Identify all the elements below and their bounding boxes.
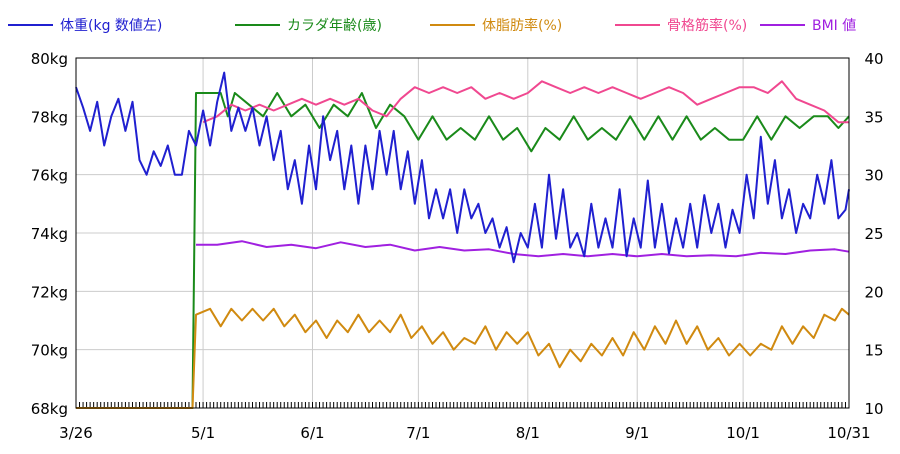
legend-label-weight: 体重(kg 数値左)	[60, 18, 162, 34]
series-line-muscle	[202, 80, 849, 124]
x-tick-label: 6/1	[300, 424, 324, 442]
legend-label-muscle: 骨格筋率(%)	[667, 17, 747, 34]
x-tick-label: 8/1	[516, 424, 540, 442]
legend-label-bmi: BMI 値	[812, 18, 856, 34]
plot-area	[75, 71, 850, 409]
legend-label-body-age: カラダ年齢(歳)	[287, 18, 382, 34]
y-right-tick-label: 30	[864, 167, 883, 185]
y-left-tick-label: 76kg	[31, 167, 68, 185]
y-right-tick-label: 20	[864, 283, 883, 301]
y-left-tick-label: 70kg	[31, 342, 68, 360]
x-tick-label: 9/1	[625, 424, 649, 442]
plot-frame	[75, 57, 850, 409]
x-axis: 3/26 5/1 6/1 7/1 8/1 9/1 10/1 10/31	[59, 402, 871, 442]
legend: 体重(kg 数値左) カラダ年齢(歳) 体脂肪率(%) 骨格筋率(%) BMI 値	[8, 17, 856, 34]
series-line-bmi	[196, 240, 850, 258]
x-tick-label: 10/31	[827, 424, 870, 442]
grid	[76, 58, 849, 408]
series-line-weight	[75, 71, 850, 264]
y-left-tick-label: 80kg	[31, 50, 68, 68]
y-right-tick-label: 25	[864, 225, 883, 243]
y-left-tick-label: 72kg	[31, 283, 68, 301]
y-right-axis: 10 15 20 25 30 35 40	[864, 50, 883, 418]
y-right-tick-label: 35	[864, 108, 883, 126]
x-tick-label: 7/1	[406, 424, 430, 442]
x-tick-label: 10/1	[726, 424, 760, 442]
y-left-axis: 68kg 70kg 72kg 74kg 76kg 78kg 80kg	[31, 50, 68, 418]
series-line-body-age	[76, 92, 850, 409]
series-line-body-fat	[76, 307, 850, 409]
y-right-tick-label: 10	[864, 400, 883, 418]
y-left-tick-label: 74kg	[31, 225, 68, 243]
y-left-tick-label: 68kg	[31, 400, 68, 418]
y-right-tick-label: 15	[864, 342, 883, 360]
y-right-tick-label: 40	[864, 50, 883, 68]
x-tick-label: 3/26	[59, 424, 93, 442]
y-left-tick-label: 78kg	[31, 108, 68, 126]
legend-label-body-fat: 体脂肪率(%)	[482, 17, 562, 34]
x-tick-label: 5/1	[191, 424, 215, 442]
